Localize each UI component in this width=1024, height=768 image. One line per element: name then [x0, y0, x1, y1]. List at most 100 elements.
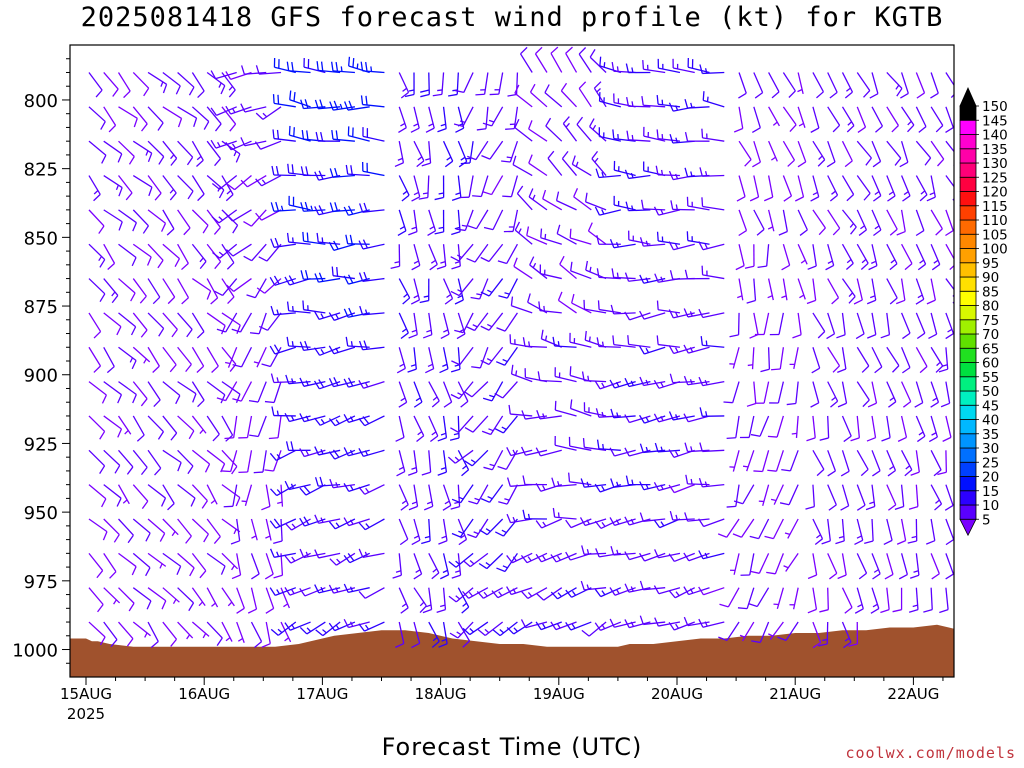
wind-barb [856, 346, 870, 373]
wind-barb [513, 257, 533, 280]
wind-barb [254, 140, 282, 150]
wind-barb [569, 399, 592, 417]
wind-barb [520, 552, 548, 564]
wind-barb [398, 278, 411, 305]
wind-barb [550, 587, 577, 600]
wind-barb [448, 72, 459, 97]
wind-barb [730, 553, 740, 575]
wind-barb [930, 346, 944, 373]
wind-barb [132, 312, 148, 338]
wind-barb [206, 278, 219, 305]
x-tick-label: 16AUG [178, 685, 230, 703]
credit-link[interactable]: coolwx.com/models [845, 744, 1016, 762]
wind-barb [103, 518, 120, 543]
wind-barb [639, 512, 666, 522]
wind-barb [221, 621, 233, 642]
wind-barb [177, 140, 194, 166]
wind-barb [88, 449, 106, 474]
wind-barb [223, 484, 238, 508]
wind-barb [177, 518, 192, 544]
wind-barb [565, 46, 578, 73]
wind-barb [571, 155, 592, 177]
wind-barb [528, 154, 548, 177]
wind-barb [448, 552, 474, 568]
wind-barb [595, 548, 621, 558]
wind-barb [733, 106, 744, 133]
wind-barb [767, 450, 784, 472]
wind-barb [162, 449, 182, 472]
wind-barb [915, 140, 932, 166]
colorbar-min-arrow [959, 518, 977, 537]
y-tick-label: 850 [24, 228, 58, 249]
wind-barb [270, 237, 296, 248]
x-axis: 15AUG 2025 16AUG 17AUG 18AUG 19AUG 20AUG 21AUG 2… [60, 677, 944, 723]
wind-barb [789, 587, 799, 610]
wind-barb [915, 209, 925, 237]
wind-barb [826, 140, 836, 168]
wind-barb [578, 81, 592, 108]
wind-barb [191, 381, 205, 408]
wind-barb [840, 450, 850, 477]
wind-barb [206, 312, 226, 335]
wind-barb [930, 140, 945, 167]
wind-barb [147, 449, 162, 476]
wind-barb [718, 621, 740, 642]
wind-barb [221, 140, 241, 163]
wind-barb [221, 346, 237, 372]
wind-barb [118, 587, 135, 612]
wind-barb [442, 484, 452, 511]
wind-barb [510, 296, 533, 314]
wind-barb [827, 553, 838, 580]
wind-barb [467, 140, 489, 161]
wind-barb [668, 241, 695, 251]
wind-barb [442, 278, 454, 305]
wind-barb [451, 484, 474, 504]
wind-barb [856, 140, 872, 166]
wind-barb [773, 587, 785, 610]
wind-barb [231, 553, 242, 580]
wind-barb [343, 483, 370, 492]
wind-barb [481, 415, 504, 436]
wind-barb [132, 209, 150, 234]
wind-barb [360, 61, 385, 74]
colorbar-label: 25 [982, 455, 999, 471]
wind-barb [494, 381, 518, 399]
wind-barb [732, 518, 755, 538]
wind-barb [909, 553, 920, 579]
x-tick-label: 19AUG [533, 685, 585, 703]
wind-barb [698, 518, 725, 528]
wind-barb [481, 140, 504, 160]
wind-barb [191, 415, 207, 435]
wind-barb [132, 552, 151, 577]
wind-barb [945, 278, 954, 304]
colorbar-label: 5 [982, 512, 991, 528]
wind-barb [358, 239, 385, 250]
wind-barb [329, 167, 355, 178]
wind-barb [937, 450, 948, 476]
x-tick-label: 20AUG [651, 685, 703, 703]
wind-barb [162, 278, 176, 305]
wind-barb [88, 346, 102, 373]
wind-barb [653, 380, 681, 389]
x-tick-label: 22AUG [887, 685, 939, 703]
wind-barb [854, 587, 864, 614]
wind-barb [591, 150, 607, 176]
wind-barb [656, 335, 681, 348]
x-tick-label: 17AUG [296, 685, 348, 703]
wind-barb [639, 237, 666, 247]
wind-barb [258, 312, 282, 331]
wind-barb [639, 615, 666, 626]
colorbar-label: 80 [982, 299, 999, 315]
wind-barb [303, 57, 326, 74]
wind-barb [810, 381, 820, 408]
wind-barb [285, 441, 311, 451]
wind-barb [729, 450, 740, 472]
wind-barb [930, 450, 942, 477]
y-tick-label: 950 [24, 503, 58, 524]
wind-barb [581, 371, 607, 383]
wind-barb [264, 553, 274, 580]
wind-barb [420, 72, 430, 98]
wind-barb [767, 415, 785, 438]
wind-barb [147, 71, 168, 94]
wind-barb [459, 175, 474, 199]
